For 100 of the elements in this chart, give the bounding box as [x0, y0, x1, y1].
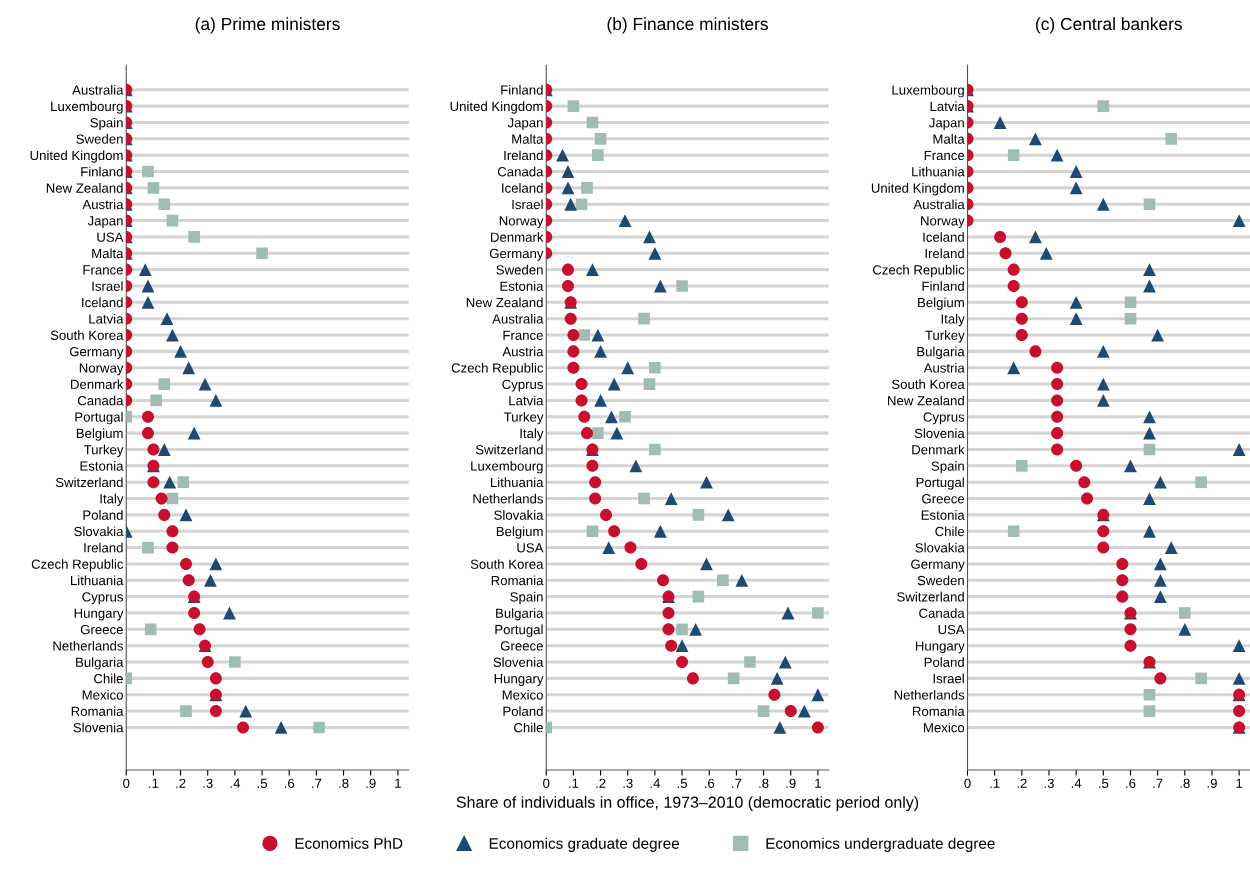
x-tick-label: .3: [1044, 778, 1054, 788]
y-tick-label: Poland: [924, 657, 964, 667]
y-tick-label: Latvia: [930, 101, 965, 112]
y-tick-label: Belgium: [76, 428, 123, 441]
y-tick-label: Estonia: [80, 461, 124, 471]
y-tick-label: Estonia: [921, 510, 965, 520]
y-tick-label: Germany: [911, 559, 965, 572]
y-tick-label: Greece: [80, 624, 123, 635]
x-tick-label: .9: [1207, 778, 1217, 788]
y-tick-label: Portugal: [916, 477, 964, 490]
chart-title: (a) Prime ministers: [195, 17, 340, 34]
y-tick-label: Norway: [921, 216, 965, 229]
y-tick-label: Hungary: [74, 608, 124, 621]
y-tick-label: Malta: [92, 248, 124, 259]
y-tick-label: United Kingdom: [871, 183, 964, 196]
x-tick-label: .3: [623, 778, 633, 788]
y-tick-label: Turkey: [925, 330, 965, 343]
y-tick-label: Ireland: [925, 248, 964, 259]
x-tick-label: .6: [1126, 778, 1136, 788]
y-tick-label: Hungary: [915, 641, 965, 654]
y-tick-label: Canada: [77, 395, 124, 406]
y-tick-label: Czech Republic: [451, 362, 544, 376]
x-tick-label: .4: [650, 778, 661, 788]
y-tick-label: Iceland: [502, 183, 543, 193]
y-tick-label: Latvia: [509, 395, 544, 406]
y-tick-label: Romania: [913, 706, 965, 716]
y-tick-label: Japan: [507, 118, 543, 130]
y-tick-label: Germany: [69, 346, 124, 359]
y-tick-label: France: [924, 150, 965, 161]
y-tick-label: Sweden: [496, 264, 543, 275]
y-tick-label: Portugal: [495, 624, 543, 637]
x-tick-label: 0: [964, 778, 971, 788]
y-tick-label: Sweden: [917, 575, 964, 586]
y-tick-label: Slovenia: [493, 657, 544, 667]
x-tick-label: .6: [284, 778, 295, 788]
y-tick-label: Australia: [72, 84, 124, 95]
y-tick-label: Lithuania: [912, 166, 965, 177]
y-tick-label: Norway: [79, 363, 124, 376]
y-tick-label: Mexico: [924, 722, 965, 733]
y-tick-label: USA: [517, 543, 544, 553]
x-tick-label: .7: [1153, 778, 1163, 788]
y-tick-label: Chile: [514, 722, 543, 733]
y-tick-label: Cyprus: [502, 379, 543, 392]
y-tick-label: Turkey: [83, 444, 124, 457]
x-tick-label: 0: [123, 778, 130, 788]
y-tick-label: Austria: [502, 346, 544, 357]
y-tick-label: Turkey: [503, 412, 544, 425]
x-tick-label: .1: [990, 778, 1000, 788]
y-tick-label: Japan: [928, 118, 964, 130]
y-tick-label: United Kingdom: [30, 150, 123, 163]
y-tick-label: Denmark: [912, 444, 965, 455]
y-tick-label: Hungary: [494, 674, 544, 686]
y-tick-label: Finland: [501, 84, 543, 95]
y-tick-label: Spain: [90, 117, 123, 130]
y-tick-label: Ireland: [84, 542, 123, 553]
y-tick-label: Spain: [931, 461, 964, 474]
y-tick-label: Italy: [520, 428, 544, 441]
y-tick-label: Austria: [923, 362, 965, 373]
x-tick-label: .2: [596, 778, 606, 788]
y-tick-label: Greece: [500, 641, 543, 651]
y-tick-label: Cyprus: [923, 412, 965, 425]
y-tick-label: New Zealand: [888, 395, 964, 406]
y-tick-label: South Korea: [470, 559, 544, 569]
y-tick-label: Switzerland: [475, 444, 543, 455]
y-tick-label: Chile: [94, 673, 123, 684]
y-tick-label: Japan: [87, 216, 123, 229]
y-tick-label: Norway: [499, 216, 544, 229]
y-tick-label: Cyprus: [82, 592, 123, 605]
x-tick-label: 1: [815, 778, 821, 788]
y-tick-label: Slovenia: [73, 722, 124, 733]
y-tick-label: Romania: [491, 575, 544, 586]
chart-title: (b) Finance ministers: [607, 17, 768, 34]
x-tick-label: .5: [677, 778, 688, 788]
x-tick-label: .1: [569, 778, 579, 788]
y-tick-label: Ireland: [504, 150, 543, 161]
y-tick-label: Bulgaria: [917, 346, 965, 359]
y-tick-label: Slovakia: [74, 526, 124, 537]
y-tick-label: Slovakia: [915, 542, 965, 553]
y-tick-label: Canada: [919, 608, 965, 618]
y-tick-label: Iceland: [82, 297, 123, 308]
y-tick-label: Slovenia: [914, 428, 965, 439]
y-tick-label: USA: [938, 624, 965, 635]
y-tick-label: South Korea: [891, 379, 965, 389]
y-tick-label: Australia: [913, 199, 965, 210]
y-tick-label: South Korea: [50, 330, 124, 340]
y-tick-label: Luxembourg: [51, 101, 123, 114]
y-tick-label: France: [83, 265, 123, 275]
y-tick-label: Belgium: [496, 526, 543, 539]
y-tick-label: Austria: [82, 199, 124, 210]
y-tick-label: United Kingdom: [450, 101, 543, 114]
y-tick-label: Denmark: [71, 379, 124, 389]
x-tick-label: .4: [1071, 778, 1082, 788]
y-tick-label: Belgium: [918, 297, 964, 310]
x-axis-title: Share of individuals in office, 1973–2010 (democratic period only): [456, 796, 919, 812]
y-tick-label: USA: [97, 232, 124, 242]
y-tick-label: Lithuania: [71, 575, 124, 586]
y-tick-label: Luxembourg: [471, 461, 543, 474]
y-tick-label: Germany: [489, 248, 544, 261]
y-tick-label: Lithuania: [491, 477, 544, 488]
y-tick-label: Finland: [81, 166, 123, 177]
